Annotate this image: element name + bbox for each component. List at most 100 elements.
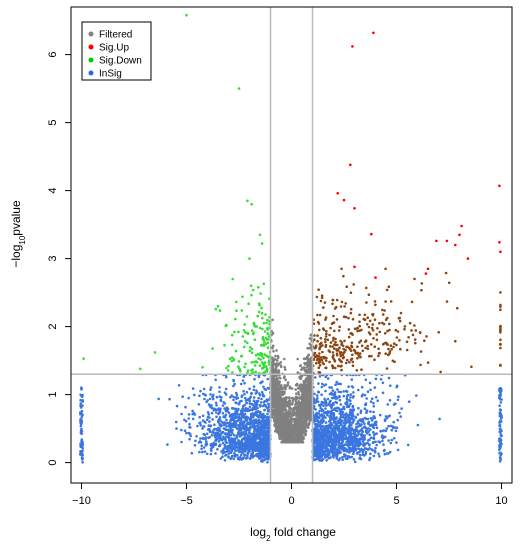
filtered-point [272, 409, 275, 412]
insig-point [240, 446, 244, 449]
insig-point [389, 441, 393, 445]
insig-point [350, 413, 353, 417]
insig-point [344, 389, 348, 393]
insig-point [81, 443, 84, 447]
insig-point [267, 402, 270, 406]
insig-point [369, 436, 373, 440]
insig-point [252, 432, 256, 435]
insig-point [224, 432, 228, 436]
insig-point [229, 433, 233, 437]
insig-point [360, 385, 364, 389]
insig-point [328, 392, 332, 396]
insig-point [253, 377, 256, 381]
insig-point [312, 434, 316, 437]
insig-point [233, 437, 236, 441]
insig-point [220, 438, 224, 442]
insig-point [267, 405, 270, 409]
filtered-point [288, 386, 292, 390]
insig-point [318, 433, 321, 437]
insig-point [228, 444, 232, 447]
insig-point [333, 394, 337, 398]
insig-point [190, 451, 194, 455]
filtered-point [271, 415, 274, 419]
insig-point [233, 413, 236, 417]
insig-point [415, 394, 418, 397]
insig-point [359, 411, 363, 415]
insig-point [205, 432, 209, 436]
insig-point [389, 424, 393, 428]
insig-point [351, 405, 355, 409]
insig-point [324, 407, 327, 410]
insig-point [336, 406, 339, 410]
insig-point [80, 438, 84, 441]
insig-point [320, 425, 323, 429]
insig-point [313, 423, 317, 426]
insig-point [189, 426, 192, 429]
insig-point [331, 389, 335, 392]
insig-point [396, 418, 400, 422]
filtered-point [301, 396, 305, 400]
filtered-point [296, 387, 300, 390]
insig-point [227, 431, 231, 435]
insig-point [206, 399, 209, 402]
insig-point [387, 439, 390, 442]
insig-point [195, 435, 198, 438]
insig-point [259, 401, 263, 404]
insig-point [227, 456, 230, 459]
insig-point [349, 402, 352, 406]
insig-point [231, 454, 234, 458]
filtered-point [274, 364, 278, 367]
insig-point [235, 427, 239, 430]
insig-point [266, 386, 270, 390]
insig-point [394, 402, 397, 406]
insig-point [321, 415, 324, 419]
insig-point [242, 422, 245, 425]
insig-point [238, 423, 242, 427]
insig-point [319, 414, 322, 417]
insig-point [335, 457, 339, 460]
insig-point [343, 437, 346, 441]
insig-point [235, 435, 239, 439]
insig-point [328, 453, 331, 456]
filtered-point [271, 318, 274, 322]
insig-point [346, 444, 350, 448]
insig-point [266, 377, 270, 381]
insig-point [322, 451, 325, 454]
insig-point [221, 430, 225, 434]
insig-point [220, 396, 223, 399]
insig-point [407, 400, 411, 404]
insig-point [222, 447, 226, 450]
insig-point [225, 406, 229, 409]
insig-point [209, 443, 212, 447]
insig-point [201, 427, 204, 430]
insig-point [191, 417, 195, 421]
insig-point [345, 397, 349, 401]
insig-point [346, 437, 350, 441]
filtered-point [295, 402, 299, 405]
insig-point [339, 382, 343, 386]
insig-point [315, 444, 319, 447]
insig-point [202, 446, 206, 449]
insig-point [205, 440, 208, 444]
insig-point [224, 413, 228, 417]
filtered-point [276, 400, 279, 403]
insig-point [177, 384, 181, 387]
insig-point [254, 441, 258, 445]
insig-point [342, 421, 345, 425]
insig-point [261, 445, 264, 448]
insig-point [335, 401, 339, 405]
insig-point [348, 435, 351, 439]
insig-point [342, 413, 346, 417]
insig-point [351, 435, 355, 439]
insig-point [218, 443, 222, 447]
insig-point [316, 428, 320, 432]
filtered-point [273, 399, 277, 402]
insig-point [188, 422, 191, 426]
insig-point [328, 415, 331, 418]
insig-point [374, 446, 377, 450]
insig-point [255, 436, 259, 439]
insig-point [330, 412, 334, 416]
insig-point [363, 438, 367, 441]
insig-point [226, 421, 229, 425]
